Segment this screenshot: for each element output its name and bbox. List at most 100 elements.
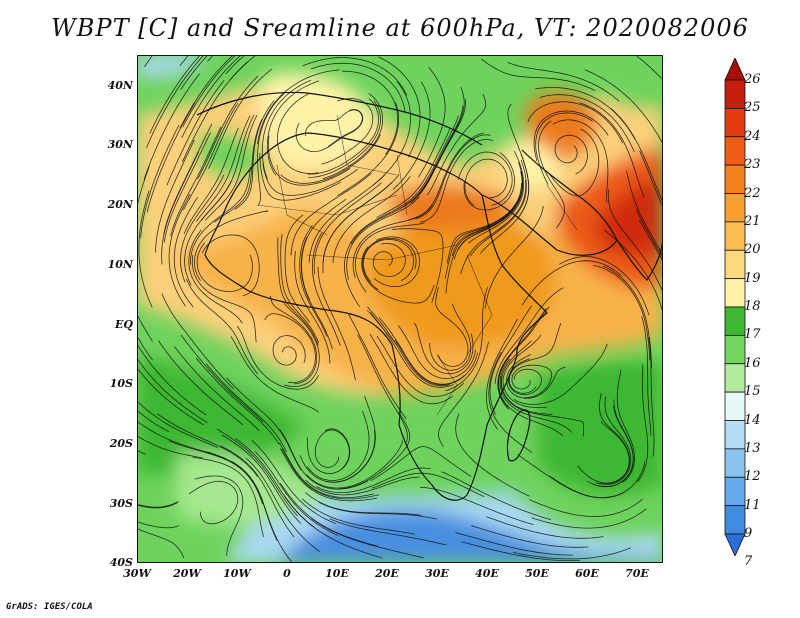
streamline xyxy=(137,521,180,529)
streamline xyxy=(137,420,227,460)
streamline xyxy=(137,357,208,424)
streamline xyxy=(301,198,347,301)
lon-label-0: 0 xyxy=(283,567,291,580)
streamline xyxy=(344,211,392,307)
streamline xyxy=(251,440,336,524)
streamline xyxy=(308,174,385,263)
streamline xyxy=(322,92,383,180)
lon-label-20e: 20E xyxy=(375,567,399,580)
colorbar-label: 25 xyxy=(744,100,761,116)
streamline xyxy=(225,55,246,75)
streamline xyxy=(417,66,446,178)
streamline xyxy=(607,189,663,294)
streamline xyxy=(391,228,444,303)
streamline xyxy=(455,532,573,556)
streamline xyxy=(137,502,178,509)
streamline xyxy=(460,179,527,275)
streamline xyxy=(221,434,302,524)
streamline xyxy=(137,449,146,455)
streamline xyxy=(392,81,431,190)
streamline xyxy=(181,55,242,139)
streamline xyxy=(146,55,205,148)
colorbar-swatch xyxy=(724,107,746,138)
streamline xyxy=(163,132,211,243)
streamline xyxy=(170,126,222,236)
streamline xyxy=(306,428,351,474)
lon-label-30e: 30E xyxy=(425,567,449,580)
streamline xyxy=(305,476,420,496)
europe-coastline xyxy=(196,91,483,146)
streamline xyxy=(429,303,472,371)
colorbar-swatch xyxy=(724,476,746,507)
streamline xyxy=(267,135,351,186)
streamline xyxy=(441,471,552,521)
streamline xyxy=(231,461,293,563)
lon-label-30w: 30W xyxy=(123,567,151,580)
streamline xyxy=(262,163,358,196)
colorbar-swatch xyxy=(724,334,746,365)
streamline xyxy=(196,242,253,292)
colorbar-top-arrow xyxy=(724,58,746,81)
streamline xyxy=(451,171,523,257)
streamline-layer xyxy=(137,55,663,563)
streamline xyxy=(266,80,320,176)
madagascar-coastline xyxy=(506,409,531,462)
streamline xyxy=(306,440,404,489)
colorbar-swatch xyxy=(724,391,746,421)
streamline xyxy=(378,317,465,385)
colorbar-label: 16 xyxy=(744,355,761,371)
colorbar-swatch xyxy=(724,448,746,478)
streamline xyxy=(480,58,596,91)
streamline xyxy=(183,102,239,211)
streamline xyxy=(593,265,651,361)
streamline xyxy=(272,335,306,366)
streamline xyxy=(468,150,525,244)
streamline xyxy=(602,265,652,369)
streamline xyxy=(304,109,363,147)
streamline xyxy=(307,98,379,175)
colorbar-label: 15 xyxy=(744,384,761,400)
streamline xyxy=(529,498,643,517)
streamline xyxy=(277,237,319,346)
streamline xyxy=(254,451,339,536)
streamline xyxy=(259,153,342,201)
streamline xyxy=(173,196,198,308)
streamline xyxy=(336,102,400,197)
colorbar-swatch xyxy=(724,249,746,280)
streamline xyxy=(373,236,421,287)
streamline xyxy=(305,492,422,516)
streamline xyxy=(137,166,150,284)
map-canvas xyxy=(137,55,663,563)
streamline xyxy=(137,528,185,559)
streamline xyxy=(346,196,420,280)
border-lines xyxy=(256,114,578,416)
streamline xyxy=(302,57,408,96)
streamline xyxy=(419,486,534,526)
streamline xyxy=(138,190,153,308)
colorbar-label: 26 xyxy=(744,72,761,87)
streamline xyxy=(512,547,632,560)
streamline xyxy=(471,525,589,548)
colorbar-swatch xyxy=(724,363,746,393)
streamline xyxy=(137,313,153,342)
streamline xyxy=(161,293,234,390)
streamline xyxy=(489,305,532,415)
streamline xyxy=(579,102,645,198)
streamline xyxy=(502,334,548,409)
streamline xyxy=(137,400,218,448)
streamline xyxy=(378,56,421,158)
streamline xyxy=(205,363,287,453)
streamline xyxy=(143,73,200,180)
streamline xyxy=(182,55,237,128)
streamline xyxy=(284,214,311,323)
streamline xyxy=(376,127,451,219)
streamline xyxy=(301,498,415,535)
streamline xyxy=(514,343,608,405)
streamline xyxy=(369,333,454,405)
streamline xyxy=(214,119,263,223)
colorbar xyxy=(724,58,746,556)
streamline xyxy=(419,139,494,223)
colorbar-swatch xyxy=(724,79,746,109)
streamline xyxy=(402,105,464,208)
streamline xyxy=(270,295,318,385)
